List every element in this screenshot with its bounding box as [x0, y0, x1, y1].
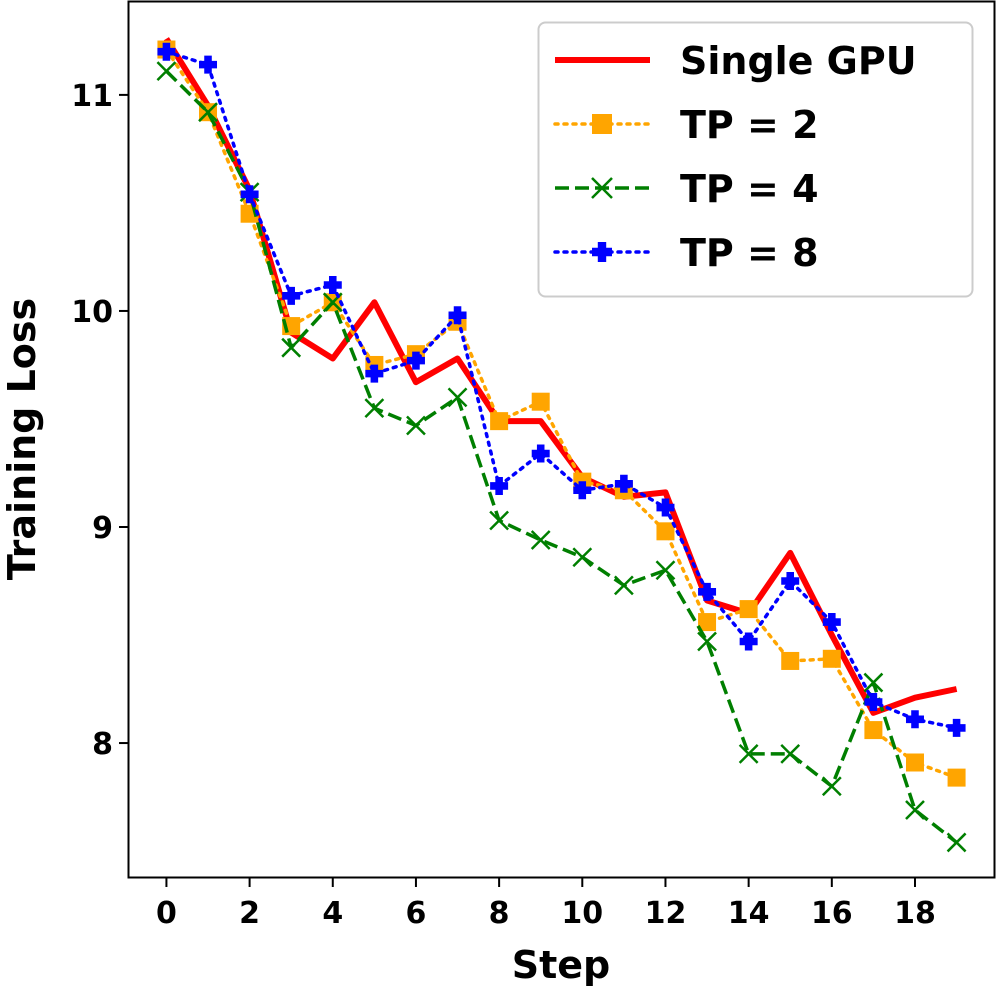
x-tick-label: 0: [156, 896, 177, 931]
data-point-marker: [821, 776, 842, 797]
data-point-marker: [613, 575, 634, 596]
data-point-marker: [573, 481, 592, 500]
data-point-marker: [490, 476, 509, 495]
data-point-marker: [655, 560, 676, 581]
x-tick-label: 16: [811, 896, 853, 931]
x-tick-label: 12: [645, 896, 687, 931]
series-3: [157, 42, 966, 737]
data-point-marker: [863, 672, 884, 693]
legend: Single GPU TP = 2 TP = 4 TP = 8: [537, 21, 974, 298]
data-point-marker: [614, 474, 633, 493]
data-point-marker: [946, 832, 967, 853]
data-point-marker: [282, 286, 301, 305]
x-tick-label: 2: [239, 896, 260, 931]
data-point-marker: [364, 398, 385, 419]
legend-label: TP = 8: [680, 231, 819, 275]
legend-label: Single GPU: [680, 39, 917, 83]
x-axis-ticks: 0 2 4 6 8 10 12 14 16 18: [156, 877, 936, 931]
data-point-marker: [281, 337, 302, 358]
x-tick-label: 8: [489, 896, 510, 931]
data-point-marker: [240, 185, 259, 204]
legend-item: TP = 8: [553, 231, 819, 275]
data-point-marker: [905, 800, 925, 820]
data-point-marker: [656, 522, 675, 541]
data-point-marker: [530, 530, 551, 550]
data-point-marker: [905, 753, 924, 772]
data-point-marker: [448, 306, 467, 325]
data-point-marker: [739, 600, 758, 619]
x-tick-label: 4: [322, 896, 343, 931]
data-point-marker: [864, 693, 883, 711]
data-point-marker: [199, 55, 218, 74]
legend-label: TP = 2: [680, 103, 819, 147]
data-point-marker: [323, 276, 342, 295]
data-point-marker: [822, 613, 841, 632]
data-point-marker: [156, 61, 177, 82]
data-point-marker: [198, 102, 218, 123]
y-tick-label: 9: [92, 511, 113, 546]
series-layer: [156, 37, 967, 853]
legend-item: TP = 2: [553, 103, 819, 147]
y-tick-label: 11: [71, 79, 113, 114]
data-point-marker: [531, 392, 550, 411]
data-point-marker: [572, 547, 593, 568]
data-point-marker: [822, 649, 841, 668]
x-tick-label: 10: [561, 896, 603, 931]
data-point-marker: [157, 42, 176, 61]
series-line: [164, 47, 959, 780]
data-point-marker: [406, 351, 425, 370]
data-point-marker: [947, 718, 966, 737]
x-axis-label: Step: [512, 943, 611, 987]
x-tick-label: 14: [728, 896, 770, 931]
data-point-marker: [905, 710, 924, 729]
legend-marker: [592, 114, 612, 134]
data-point-marker: [406, 415, 426, 436]
data-point-marker: [447, 387, 468, 408]
data-point-marker: [531, 444, 550, 463]
legend-marker: [591, 177, 613, 199]
data-point-marker: [864, 721, 883, 740]
legend-item: Single GPU: [555, 39, 917, 83]
y-axis-label: Training Loss: [0, 298, 44, 580]
data-point-marker: [780, 743, 801, 764]
data-point-marker: [947, 768, 966, 787]
data-point-marker: [489, 510, 510, 531]
data-point-marker: [739, 632, 758, 651]
data-point-marker: [781, 572, 800, 591]
plot-area-frame: [127, 0, 996, 879]
legend-marker: [592, 242, 612, 262]
data-point-marker: [656, 498, 675, 517]
data-point-marker: [697, 631, 717, 652]
x-tick-label: 18: [894, 896, 936, 931]
y-tick-label: 8: [92, 727, 113, 762]
y-tick-label: 10: [71, 295, 113, 330]
x-tick-label: 6: [406, 896, 427, 931]
legend-item: TP = 4: [555, 167, 819, 211]
legend-frame: [537, 21, 974, 298]
data-point-marker: [738, 743, 759, 764]
data-point-marker: [698, 613, 717, 632]
data-point-marker: [698, 582, 717, 601]
data-point-marker: [365, 364, 384, 383]
data-point-marker: [781, 651, 800, 670]
legend-label: TP = 4: [680, 167, 819, 211]
y-axis-ticks: 8 9 10 11: [71, 79, 129, 762]
legend-items: Single GPU TP = 2 TP = 4 TP = 8: [553, 39, 917, 275]
data-point-marker: [490, 412, 509, 431]
